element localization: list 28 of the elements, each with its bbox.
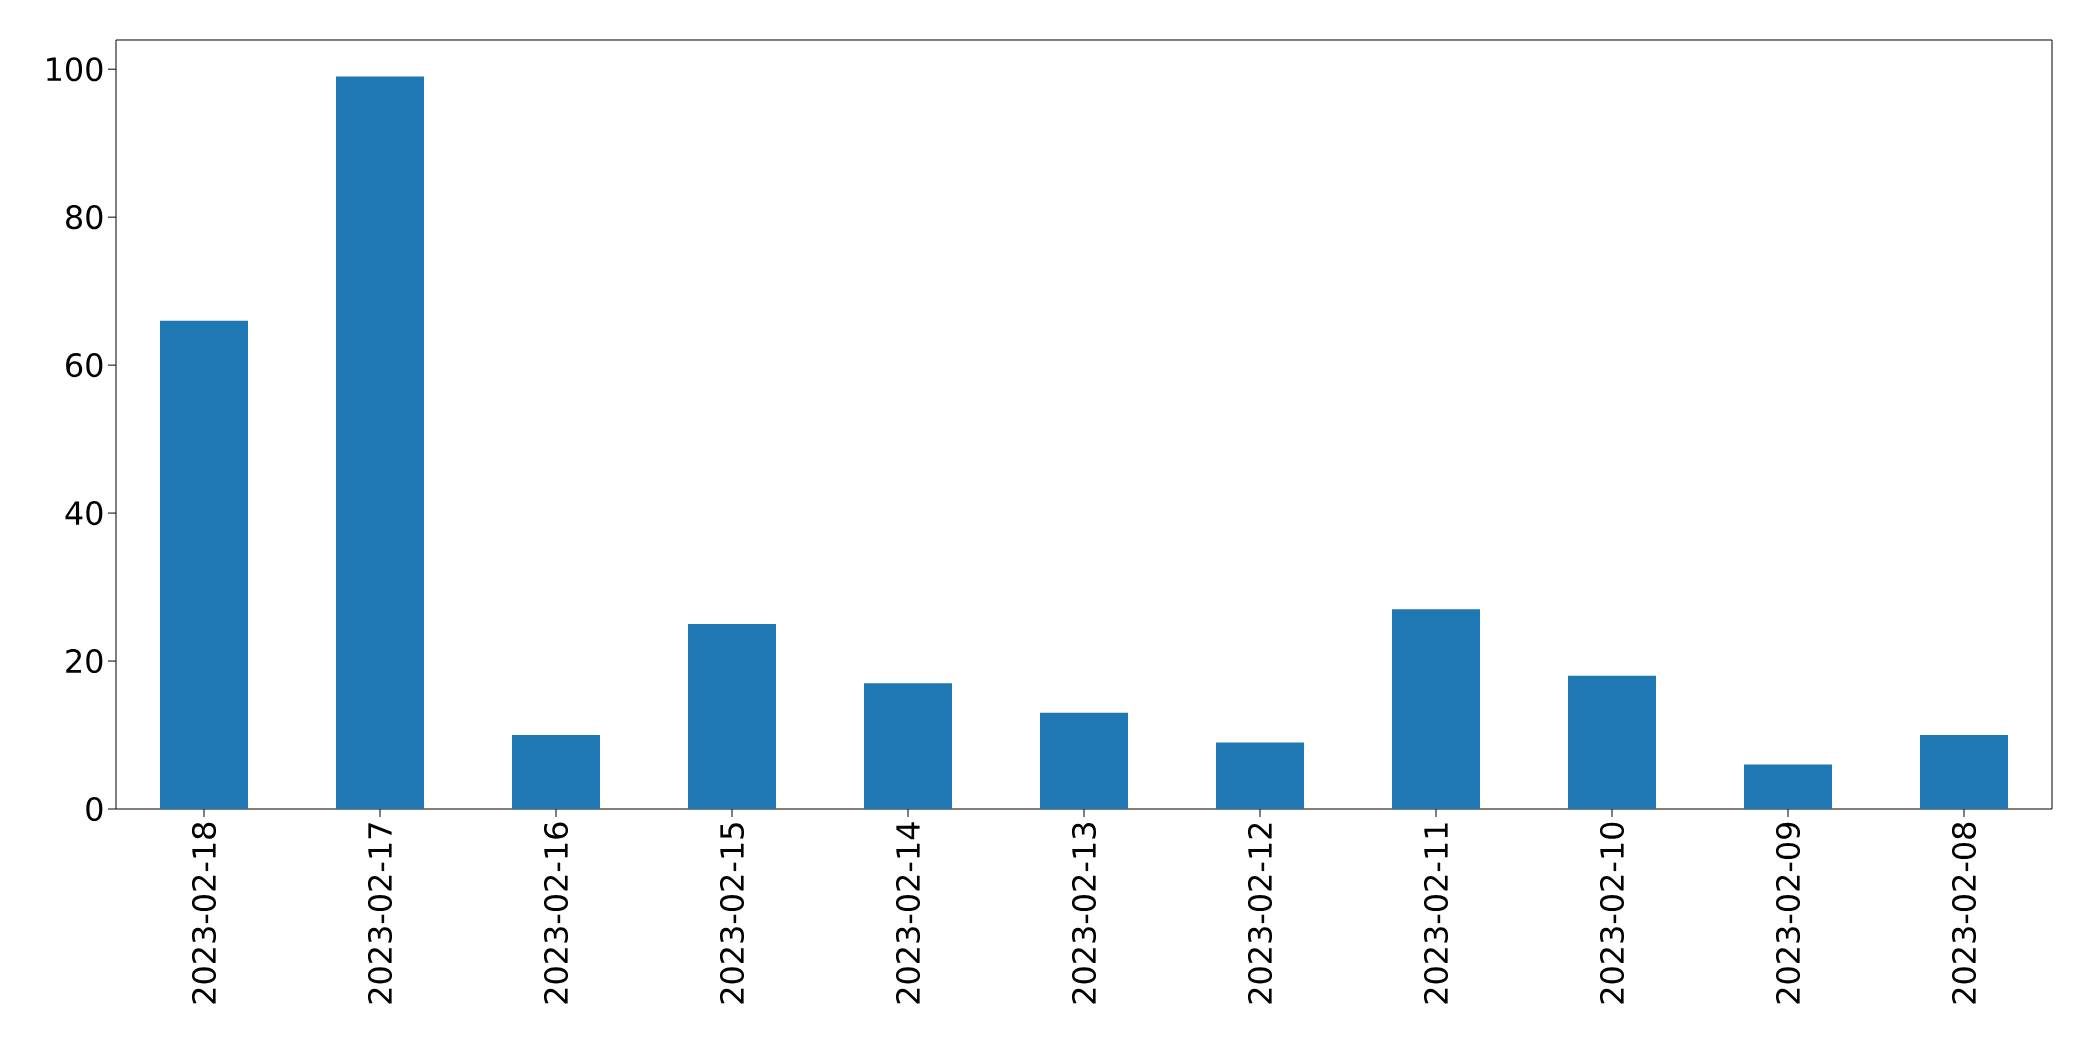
x-tick-label: 2023-02-12 [1247,823,1273,1004]
y-tick-label: 20 [66,648,103,674]
y-tick-label: 80 [66,205,103,230]
bar [688,624,776,809]
y-tick-label: 40 [65,501,103,526]
bar [1744,764,1833,809]
x-tick-label: 2023-02-15 [719,823,745,1004]
x-tick-label: 2023-02-14 [895,822,921,1004]
x-tick-label: 2023-02-09 [1775,822,1801,1004]
x-tick-label: 2023-02-11 [1423,823,1449,1004]
bar [512,735,600,809]
bar [160,320,248,809]
bar [336,76,424,809]
x-tick-label: 2023-02-08 [1951,822,1977,1004]
bar [1392,609,1481,809]
x-tick-label: 2023-02-10 [1599,822,1625,1004]
x-tick-label: 2023-02-18 [191,822,217,1004]
bar [864,683,952,809]
y-tick-label: 100 [47,57,103,82]
x-tick-label: 2023-02-16 [543,822,569,1004]
bar [1040,712,1128,809]
bar [1568,675,1657,809]
x-tick-label: 2023-02-17 [367,823,393,1004]
bar [1216,742,1305,809]
bar [1920,735,2009,809]
y-tick-label: 0 [86,796,103,822]
y-tick-label: 60 [66,353,103,378]
x-tick-label: 2023-02-13 [1071,823,1097,1004]
